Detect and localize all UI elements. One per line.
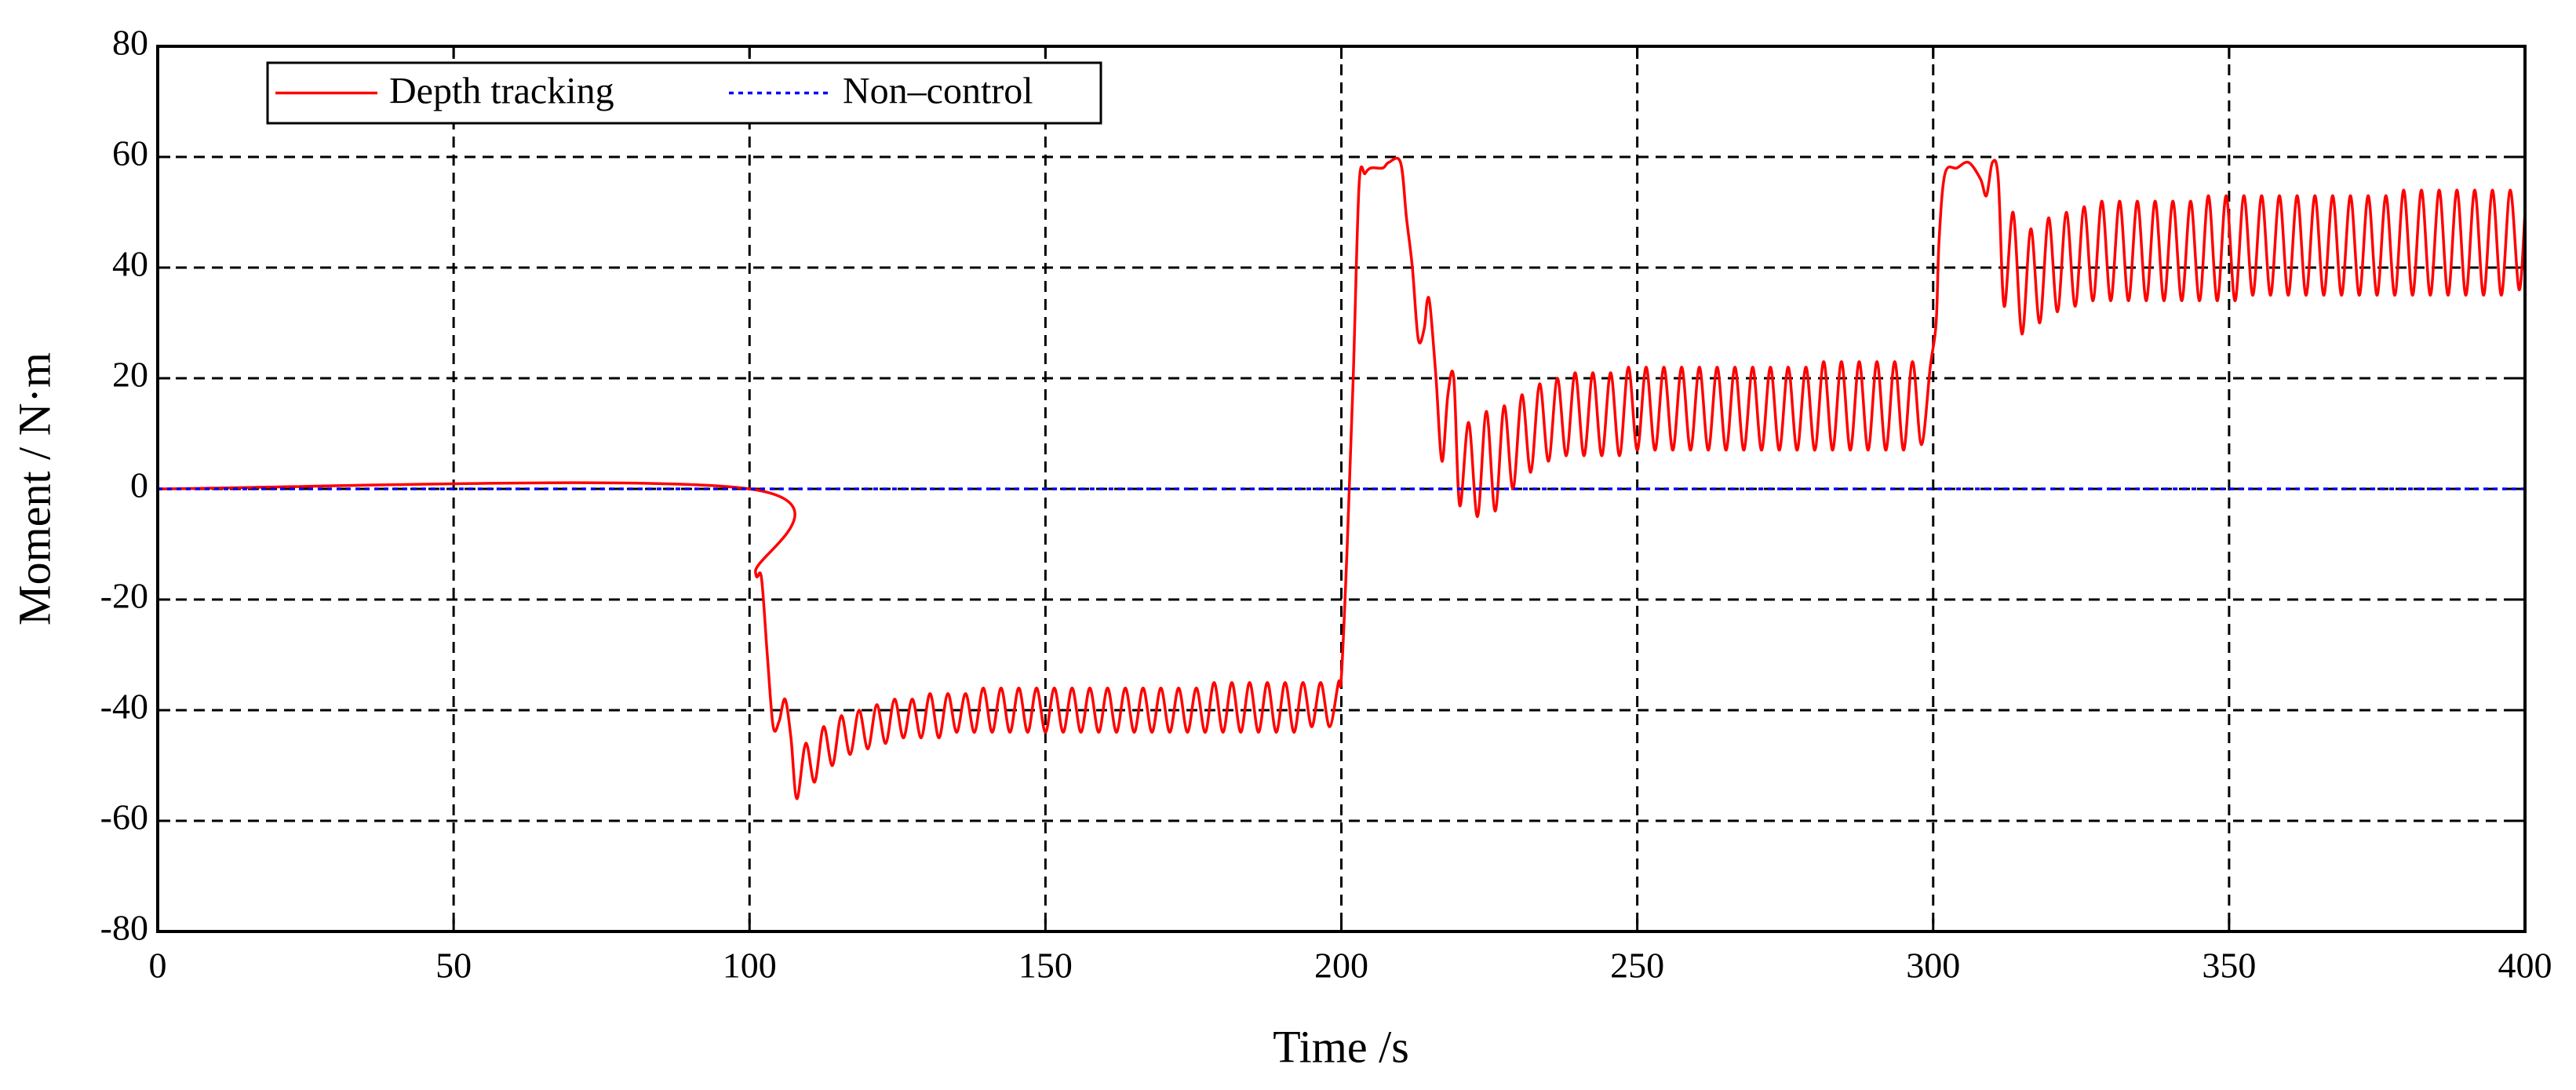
data-line: [157, 156, 2527, 800]
y-tick-label: 60: [112, 133, 148, 173]
x-tick-label: 150: [1018, 946, 1073, 986]
x-tick-label: 200: [1314, 946, 1368, 986]
plot-frame: [156, 45, 2527, 933]
legend-label: Non–control: [843, 71, 1033, 112]
y-tick-label: -60: [100, 797, 148, 837]
y-tick-label: -80: [100, 908, 148, 948]
legend-box: [266, 61, 1102, 125]
y-tick-label: -20: [100, 576, 148, 616]
y-tick-label: 0: [130, 465, 148, 505]
x-tick-label: 350: [2202, 946, 2256, 986]
legend-label: Depth tracking: [389, 71, 614, 112]
x-tick-label: 0: [149, 946, 167, 986]
x-tick-label: 100: [723, 946, 777, 986]
x-tick-label: 400: [2498, 946, 2552, 986]
y-tick-label: 80: [112, 23, 148, 63]
x-tick-label: 50: [435, 946, 472, 986]
y-tick-label: -40: [100, 687, 148, 727]
x-axis-title: Time /s: [1273, 1021, 1409, 1072]
y-tick-label: 40: [112, 244, 148, 284]
y-axis-title: Moment / N·m: [9, 352, 60, 625]
x-tick-label: 250: [1610, 946, 1664, 986]
y-tick-label: 20: [112, 355, 148, 395]
x-tick-label: 300: [1906, 946, 1960, 986]
